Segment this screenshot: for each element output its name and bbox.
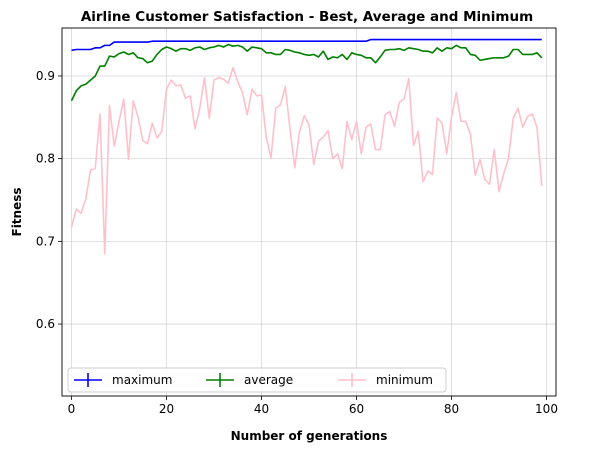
legend-label: minimum bbox=[376, 373, 433, 387]
series-lines bbox=[70, 38, 543, 255]
x-tick-label: 80 bbox=[444, 402, 459, 416]
y-tick-label: 0.8 bbox=[36, 152, 55, 166]
y-tick-label: 0.6 bbox=[36, 317, 55, 331]
axis-ticks: 0 20 40 60 80 100 0.6 0.7 0.8 0.9 bbox=[36, 69, 558, 416]
x-tick-label: 40 bbox=[254, 402, 269, 416]
series-line-minimum bbox=[70, 66, 543, 255]
y-axis-label: Fitness bbox=[10, 187, 24, 236]
x-axis-label: Number of generations bbox=[231, 429, 388, 443]
y-tick-label: 0.9 bbox=[36, 69, 55, 83]
x-tick-label: 100 bbox=[535, 402, 558, 416]
legend-label: average bbox=[244, 373, 293, 387]
plot-frame bbox=[61, 27, 557, 397]
series-line-maximum bbox=[71, 38, 542, 52]
gridlines bbox=[62, 28, 556, 396]
legend-label: maximum bbox=[112, 373, 172, 387]
legend-item-average: average bbox=[206, 373, 293, 387]
x-tick-label: 0 bbox=[68, 402, 76, 416]
y-tick-label: 0.7 bbox=[36, 234, 55, 248]
chart-title: Airline Customer Satisfaction - Best, Av… bbox=[81, 9, 533, 25]
x-tick-label: 20 bbox=[159, 402, 174, 416]
legend-item-minimum: minimum bbox=[338, 373, 433, 387]
x-tick-label: 60 bbox=[349, 402, 364, 416]
legend-item-maximum: maximum bbox=[74, 373, 172, 387]
legend: maximum average minimum bbox=[67, 367, 447, 393]
series-line-average bbox=[70, 43, 543, 102]
